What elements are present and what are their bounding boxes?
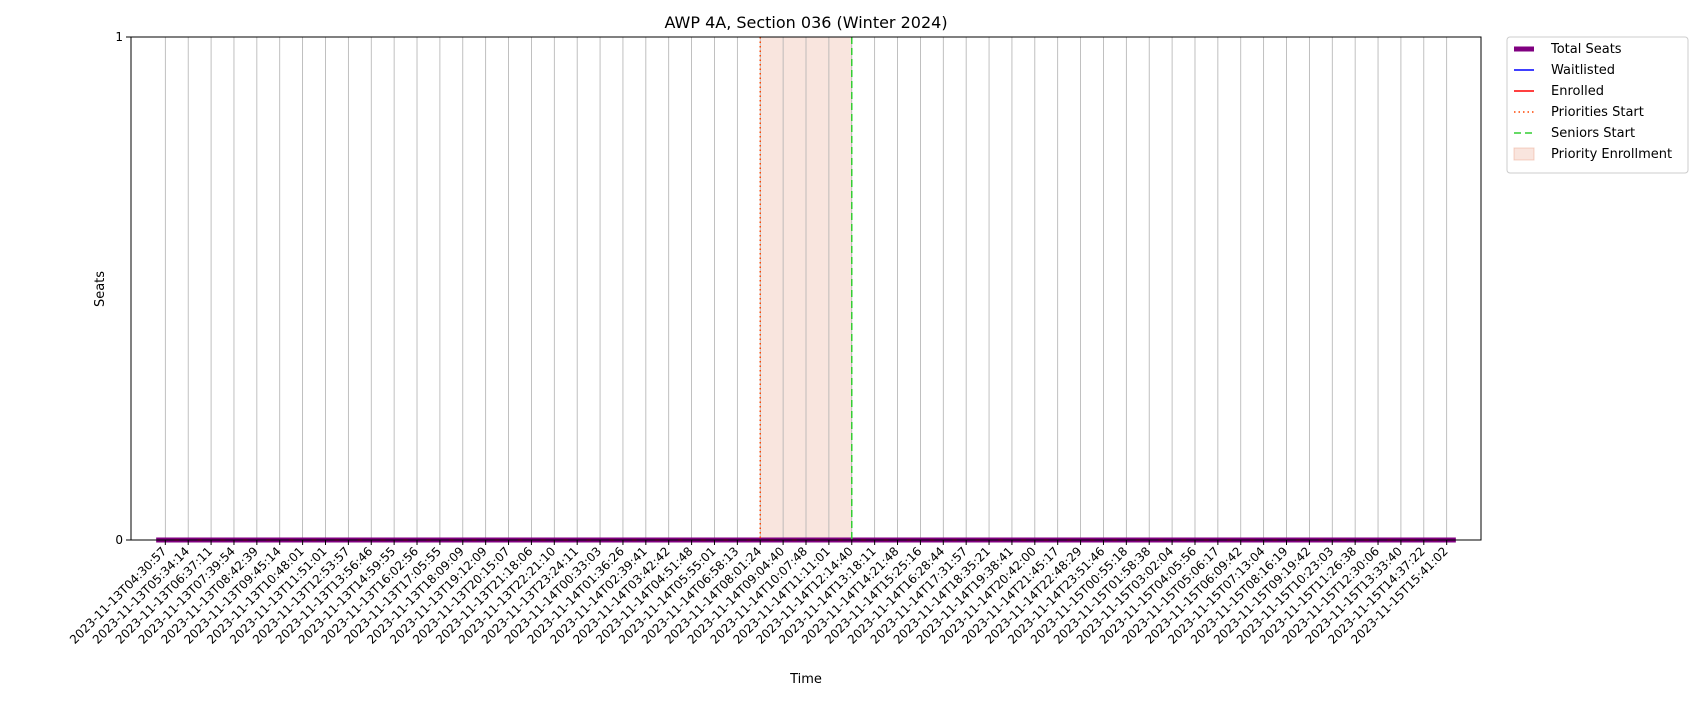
legend-label: Enrolled bbox=[1551, 84, 1604, 99]
legend-label: Total Seats bbox=[1550, 42, 1622, 57]
x-axis: 2023-11-13T04:30:572023-11-13T05:34:1420… bbox=[67, 540, 1451, 647]
legend-swatch bbox=[1513, 147, 1535, 161]
y-tick-label: 1 bbox=[115, 30, 123, 44]
legend-label: Seniors Start bbox=[1551, 126, 1635, 141]
legend-label: Waitlisted bbox=[1551, 63, 1615, 78]
legend-label: Priority Enrollment bbox=[1551, 147, 1672, 162]
y-tick-label: 0 bbox=[115, 533, 123, 547]
x-axis-label: Time bbox=[789, 672, 822, 687]
y-axis: 01 bbox=[115, 30, 131, 547]
grid-layer bbox=[164, 37, 1448, 540]
legend-box bbox=[1506, 36, 1689, 174]
chart-title: AWP 4A, Section 036 (Winter 2024) bbox=[664, 13, 947, 32]
y-axis-label: Seats bbox=[93, 271, 108, 307]
legend: Total Seats Waitlisted Enrolled Priorities … bbox=[1506, 36, 1689, 174]
marker-layer bbox=[759, 37, 853, 540]
legend-label: Priorities Start bbox=[1551, 105, 1644, 120]
